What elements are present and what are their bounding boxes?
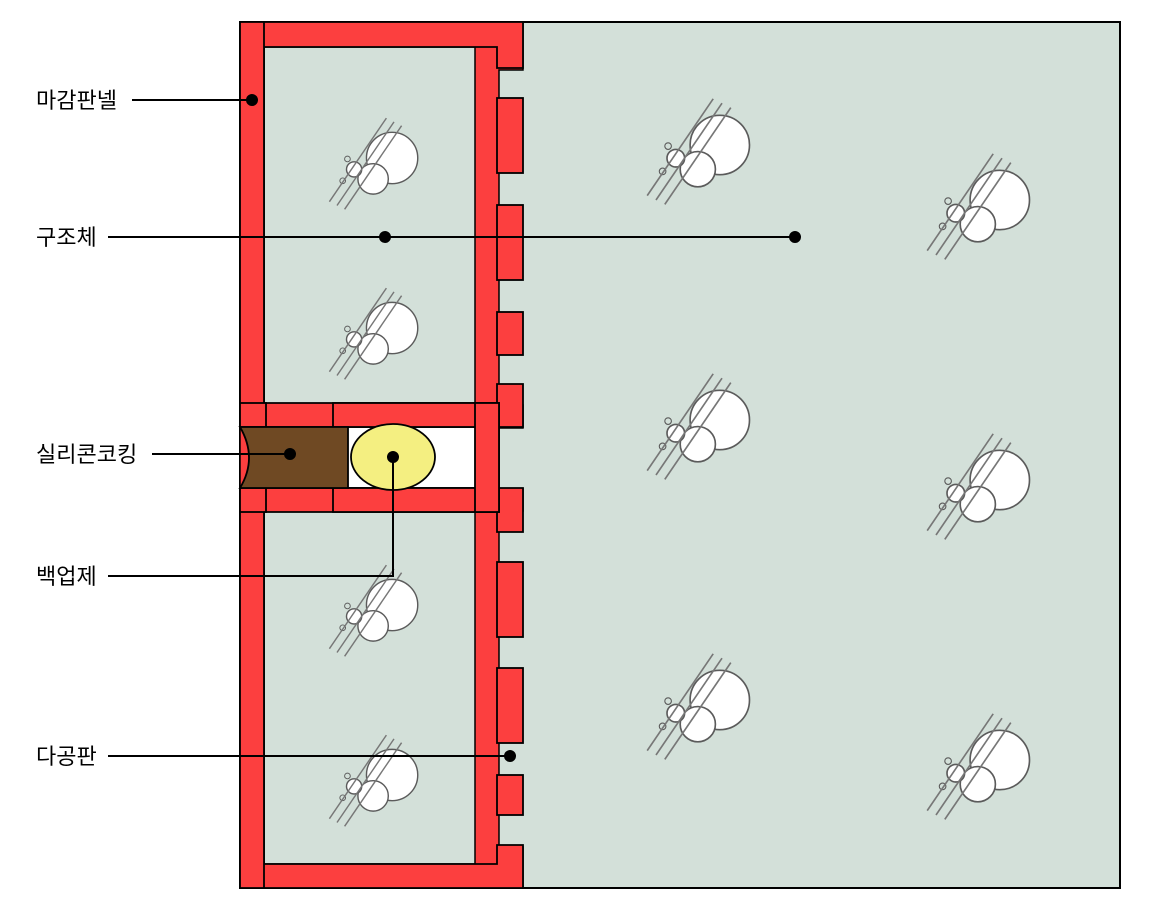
label-porous-plate: 다공판 [36, 744, 97, 769]
label-structure: 구조체 [36, 225, 97, 250]
label-backup: 백업제 [36, 564, 97, 589]
diagram-canvas: 마감판넬 구조체 실리콘코킹 백업제 다공판 [0, 0, 1156, 906]
label-finish-panel: 마감판넬 [36, 88, 117, 113]
label-silicone-caulk: 실리콘코킹 [36, 442, 137, 467]
